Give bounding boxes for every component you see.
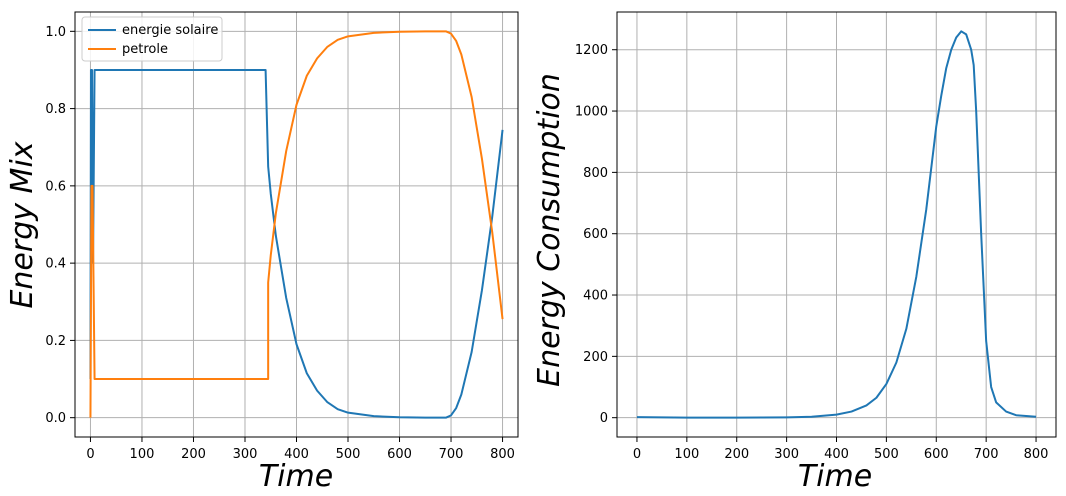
energy-consumption-ticks: 0 100 200 300 400 500 600 700 800 0 200 400 600 800 10… xyxy=(575,43,1049,462)
energy-consumption-x-tick-label: 700 xyxy=(974,447,999,462)
energy-consumption-x-tick-label: 100 xyxy=(674,447,699,462)
energy-consumption-x-tick-label: 300 xyxy=(774,447,799,462)
energy-mix-y-tick-label: 0.6 xyxy=(45,179,66,194)
energy-consumption-line-series-0 xyxy=(636,30,1037,419)
energy-mix-x-tick-label: 700 xyxy=(439,447,464,462)
energy-mix-line-energie-solaire xyxy=(89,68,504,419)
energy-mix-series xyxy=(89,30,504,419)
energy-mix-ticks: 0 100 200 300 400 500 600 700 800 0.0 0.2 0.4 0.6 0.8… xyxy=(45,25,515,462)
energy-mix-y-axis-label: Energy Mix xyxy=(5,141,40,308)
energy-mix-x-tick-label: 500 xyxy=(336,447,361,462)
energy-consumption-chart: 0 100 200 300 400 500 600 700 800 0 200 400 600 800 10… xyxy=(532,11,1057,494)
energy-consumption-x-tick-label: 400 xyxy=(824,447,849,462)
energy-mix-x-tick-label: 400 xyxy=(284,447,309,462)
energy-mix-line-petrole xyxy=(89,30,504,418)
legend-label-petrole: petrole xyxy=(122,42,168,57)
energy-mix-y-tick-label: 0.8 xyxy=(45,102,66,117)
energy-consumption-y-tick-label: 1000 xyxy=(575,105,608,120)
energy-consumption-x-axis-label: Time xyxy=(798,459,872,494)
energy-consumption-x-tick-label: 500 xyxy=(874,447,899,462)
energy-mix-x-tick-label: 0 xyxy=(86,447,94,462)
energy-mix-chart: 0 100 200 300 400 500 600 700 800 0.0 0.2 0.4 0.6 0.8… xyxy=(5,11,519,494)
energy-consumption-y-tick-label: 600 xyxy=(583,227,608,242)
energy-mix-x-tick-label: 300 xyxy=(233,447,258,462)
energy-mix-x-tick-label: 100 xyxy=(130,447,155,462)
energy-mix-legend: energie solaire petrole xyxy=(81,16,223,62)
energy-mix-y-tick-label: 0.2 xyxy=(45,334,66,349)
legend-label-energie-solaire: energie solaire xyxy=(122,23,218,38)
energy-consumption-x-tick-label: 0 xyxy=(633,447,641,462)
energy-mix-y-tick-label: 0.4 xyxy=(45,257,66,272)
energy-consumption-x-tick-label: 800 xyxy=(1024,447,1049,462)
energy-consumption-y-tick-label: 1200 xyxy=(575,43,608,58)
energy-mix-x-tick-label: 600 xyxy=(387,447,412,462)
energy-consumption-y-tick-label: 200 xyxy=(583,350,608,365)
legend-box xyxy=(81,16,223,62)
energy-consumption-y-tick-label: 0 xyxy=(600,411,608,426)
energy-consumption-x-tick-label: 200 xyxy=(724,447,749,462)
energy-consumption-y-tick-label: 800 xyxy=(583,166,608,181)
energy-mix-y-tick-label: 1.0 xyxy=(45,25,66,40)
energy-mix-x-axis-label: Time xyxy=(259,459,333,494)
energy-mix-x-tick-label: 800 xyxy=(490,447,515,462)
energy-mix-grid xyxy=(75,12,518,437)
energy-consumption-y-axis-label: Energy Consumption xyxy=(532,73,567,387)
energy-consumption-x-tick-label: 600 xyxy=(924,447,949,462)
energy-consumption-y-tick-label: 400 xyxy=(583,289,608,304)
energy-mix-y-tick-label: 0.0 xyxy=(45,411,66,426)
energy-mix-x-tick-label: 200 xyxy=(181,447,206,462)
energy-consumption-series xyxy=(636,30,1037,419)
energy-consumption-grid xyxy=(617,12,1056,437)
